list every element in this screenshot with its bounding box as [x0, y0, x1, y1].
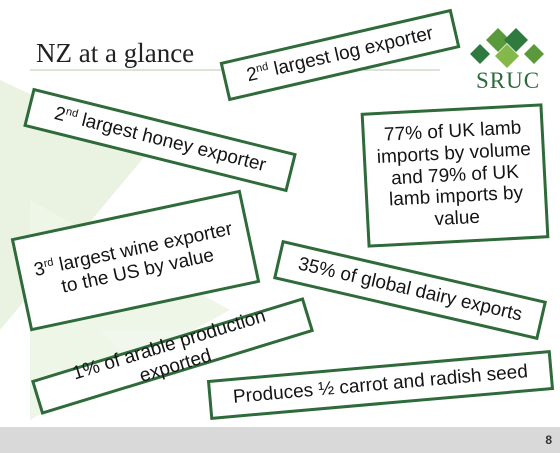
fact-text: 77% of UK lamb imports by volume and 79%…: [370, 116, 539, 234]
fact-text: 3rd largest wine exporter to the US by v…: [24, 216, 245, 304]
title: NZ at a glance: [36, 38, 195, 68]
logo-mark: [470, 28, 544, 68]
fact-box: 77% of UK lamb imports by volume and 79%…: [360, 102, 550, 248]
text-part: largest wine exporter to the US by value: [51, 217, 234, 297]
page-number: 8: [545, 433, 552, 447]
text-part: 77% of UK lamb imports by volume and 79%…: [376, 116, 532, 230]
logo: SRUC: [476, 68, 541, 93]
footer-bar: [0, 427, 560, 453]
